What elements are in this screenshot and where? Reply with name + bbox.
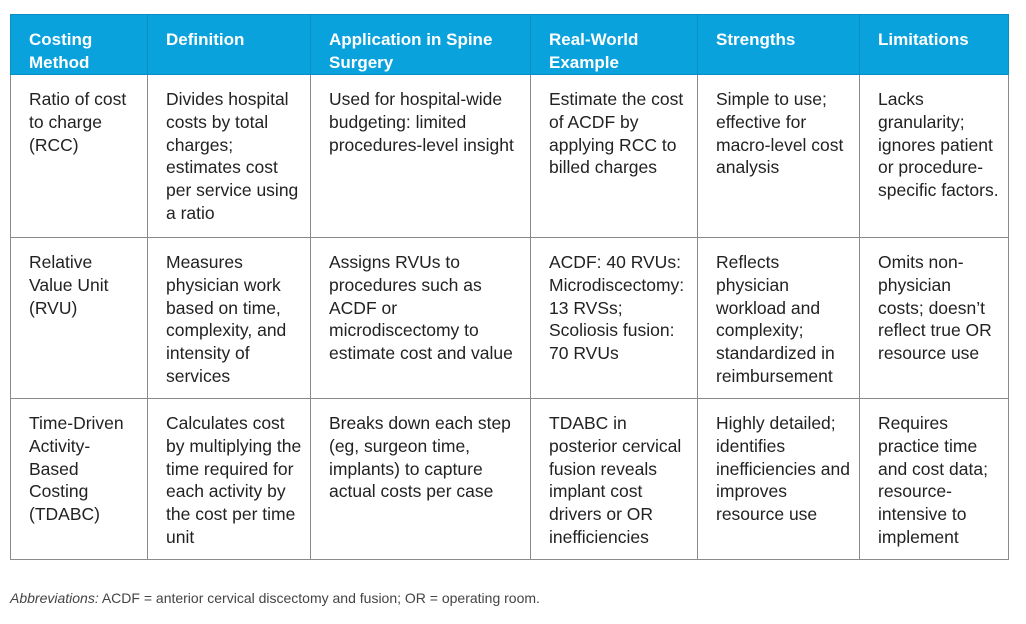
cell-method: Time-Driven Activity-Based Costing (TDAB… — [10, 398, 148, 560]
table-row: Time-Driven Activity-Based Costing (TDAB… — [10, 398, 1009, 560]
header-strengths: Strengths — [697, 14, 860, 75]
table-header-row: Costing Method Definition Application in… — [10, 14, 1009, 75]
cell-example: Estimate the cost of ACDF by applying RC… — [530, 74, 698, 238]
cell-strengths: Reflects physician workload and complexi… — [697, 237, 860, 399]
footnote-text: ACDF = anterior cervical discectomy and … — [98, 590, 540, 606]
cell-strengths: Simple to use; effective for macro-level… — [697, 74, 860, 238]
cell-definition: Divides hospital costs by total charges;… — [147, 74, 311, 238]
header-application: Application in Spine Surgery — [310, 14, 531, 75]
cell-limitations: Lacks granularity; ignores patient or pr… — [859, 74, 1009, 238]
cell-application: Used for hospital-wide budgeting: limite… — [310, 74, 531, 238]
cell-limitations: Requires practice time and cost data; re… — [859, 398, 1009, 560]
costing-methods-table: Costing Method Definition Application in… — [10, 14, 1009, 560]
cell-limitations: Omits non-physician costs; doesn’t refle… — [859, 237, 1009, 399]
cell-definition: Calculates cost by multiplying the time … — [147, 398, 311, 560]
footnote-label: Abbreviations: — [10, 590, 99, 606]
cell-example: TDABC in posterior cervical fusion revea… — [530, 398, 698, 560]
cell-example: ACDF: 40 RVUs: Microdiscectomy: 13 RVSs;… — [530, 237, 698, 399]
table-row: Relative Value Unit (RVU) Measures physi… — [10, 237, 1009, 399]
table-row: Ratio of cost to charge (RCC) Divides ho… — [10, 74, 1009, 238]
header-limitations: Limitations — [859, 14, 1009, 75]
header-definition: Definition — [147, 14, 311, 75]
cell-method: Relative Value Unit (RVU) — [10, 237, 148, 399]
header-real-world-example: Real-World Example — [530, 14, 698, 75]
cell-application: Assigns RVUs to procedures such as ACDF … — [310, 237, 531, 399]
cell-definition: Measures physician work based on time, c… — [147, 237, 311, 399]
cell-method: Ratio of cost to charge (RCC) — [10, 74, 148, 238]
abbreviations-footnote: Abbreviations: ACDF = anterior cervical … — [10, 590, 540, 606]
cell-application: Breaks down each step (eg, surgeon time,… — [310, 398, 531, 560]
cell-strengths: Highly detailed; identifies inefficienci… — [697, 398, 860, 560]
header-costing-method: Costing Method — [10, 14, 148, 75]
